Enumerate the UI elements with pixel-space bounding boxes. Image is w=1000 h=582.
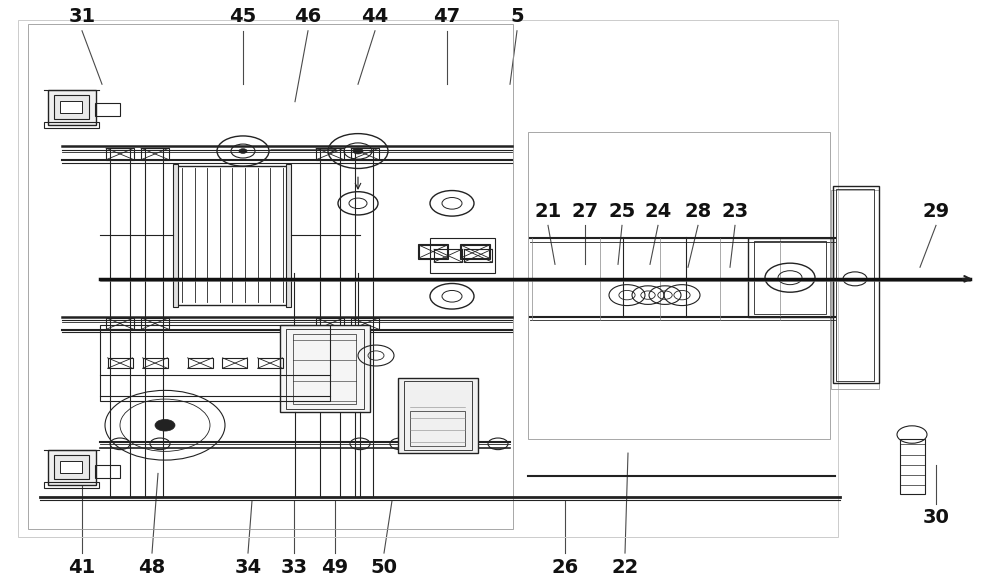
Bar <box>108 358 132 368</box>
Bar <box>28 24 513 528</box>
Bar <box>286 329 364 409</box>
Circle shape <box>239 149 247 154</box>
Bar <box>44 122 99 128</box>
Bar <box>528 132 830 439</box>
Bar <box>141 318 169 329</box>
Bar <box>100 325 330 401</box>
Bar <box>48 90 96 125</box>
Bar <box>316 148 344 159</box>
Bar <box>836 189 874 381</box>
Bar <box>44 482 99 488</box>
Text: 46: 46 <box>294 7 322 26</box>
Bar <box>141 148 169 159</box>
Bar <box>410 411 465 446</box>
Bar <box>434 249 462 262</box>
Bar <box>748 238 833 317</box>
Text: 25: 25 <box>608 202 636 221</box>
Text: 28: 28 <box>684 202 712 221</box>
Bar <box>145 148 163 496</box>
Bar <box>54 455 89 479</box>
Text: 33: 33 <box>280 558 308 577</box>
Bar <box>286 164 291 307</box>
Bar <box>143 358 168 368</box>
Text: 50: 50 <box>370 558 398 577</box>
Bar <box>48 450 96 485</box>
Bar <box>351 148 379 159</box>
Bar <box>106 148 134 159</box>
Text: 30: 30 <box>923 508 949 527</box>
Bar <box>754 241 826 314</box>
Text: 22: 22 <box>611 558 639 577</box>
Bar <box>106 318 134 329</box>
Bar <box>355 148 373 496</box>
Text: 21: 21 <box>534 202 562 221</box>
Text: 31: 31 <box>68 7 96 26</box>
Text: 47: 47 <box>433 7 461 26</box>
Text: 27: 27 <box>571 202 599 221</box>
Bar <box>222 358 247 368</box>
Bar <box>280 325 370 413</box>
Bar <box>175 165 290 305</box>
Bar <box>351 318 379 329</box>
Bar <box>461 245 489 258</box>
Text: 48: 48 <box>138 558 166 577</box>
Bar <box>54 95 89 119</box>
Bar <box>110 148 130 496</box>
Circle shape <box>353 148 363 154</box>
Bar <box>95 104 120 116</box>
Text: 44: 44 <box>361 7 389 26</box>
Bar <box>316 318 344 329</box>
Bar <box>258 358 283 368</box>
Bar <box>430 238 495 273</box>
Bar <box>60 461 82 473</box>
Text: 23: 23 <box>721 202 749 221</box>
Bar <box>398 378 478 453</box>
Bar <box>293 334 356 404</box>
Text: 49: 49 <box>321 558 349 577</box>
Bar <box>419 245 447 258</box>
Bar <box>95 465 120 477</box>
Bar <box>173 164 178 307</box>
Bar <box>320 148 340 496</box>
Bar <box>60 101 82 113</box>
Bar <box>18 20 838 537</box>
Bar <box>833 186 879 384</box>
Circle shape <box>155 420 175 431</box>
Text: 5: 5 <box>510 7 524 26</box>
Text: 29: 29 <box>922 202 950 221</box>
Bar <box>460 244 490 258</box>
Bar <box>188 358 212 368</box>
Text: 45: 45 <box>229 7 257 26</box>
Text: 34: 34 <box>234 558 262 577</box>
Text: 26: 26 <box>551 558 579 577</box>
Bar <box>418 244 448 258</box>
Text: 24: 24 <box>644 202 672 221</box>
Text: 41: 41 <box>68 558 96 577</box>
Bar <box>404 381 472 450</box>
Bar <box>900 439 925 494</box>
Bar <box>831 190 879 389</box>
Bar <box>464 249 492 262</box>
